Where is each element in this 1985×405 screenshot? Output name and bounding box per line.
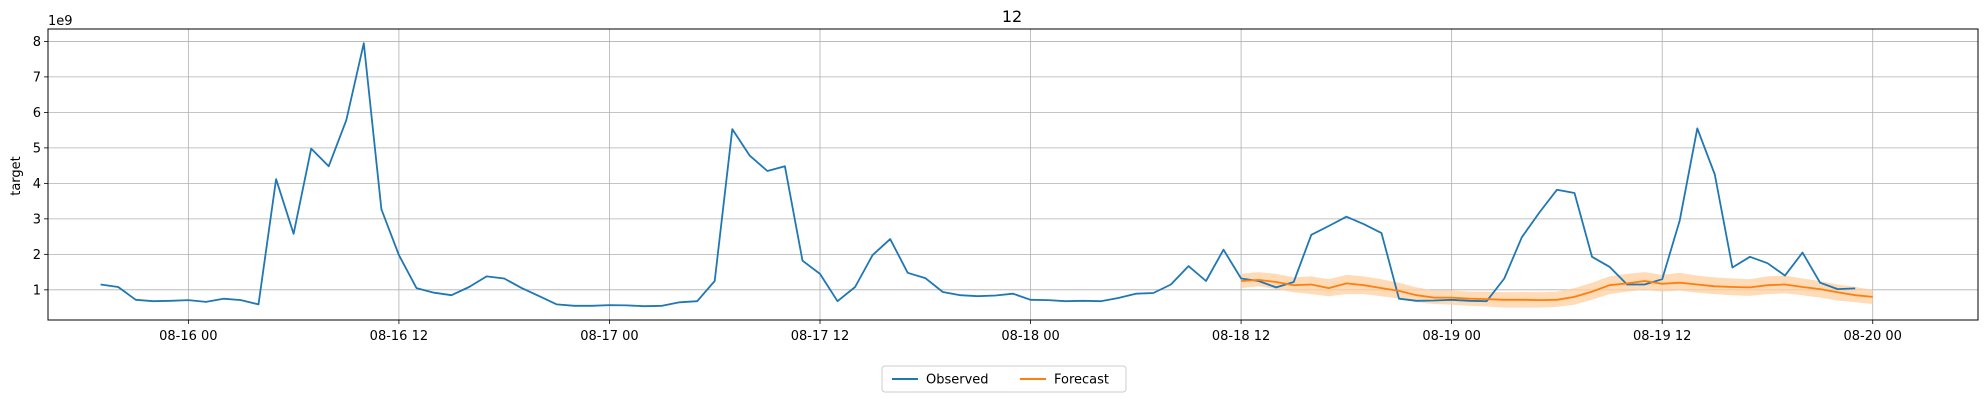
legend: Observed Forecast — [881, 365, 1127, 393]
forecast-interval-band — [1241, 272, 1873, 308]
x-tick-label: 08-19 12 — [1633, 329, 1691, 344]
y-axis-label: target — [9, 156, 24, 196]
y-tick-label: 6 — [33, 106, 41, 121]
x-tick-label: 08-18 00 — [1001, 329, 1059, 344]
forecast-band-layer — [1241, 272, 1873, 308]
y-tick-label: 2 — [33, 248, 41, 263]
y-tick-label: 1 — [33, 283, 41, 298]
legend-observed-label: Observed — [926, 373, 989, 388]
y-tick-label: 8 — [33, 35, 41, 50]
series-layer — [100, 42, 1873, 308]
x-tick-label: 08-18 12 — [1212, 329, 1270, 344]
x-tick-label: 08-17 00 — [580, 329, 638, 344]
y-tick-label: 3 — [33, 212, 41, 227]
plot-frame — [47, 28, 1979, 321]
legend-forecast-label: Forecast — [1054, 373, 1109, 388]
y-tick-label: 4 — [33, 177, 41, 192]
x-tick-label: 08-19 00 — [1422, 329, 1480, 344]
chart-title: 12 — [1002, 7, 1022, 26]
y-tick-label: 5 — [33, 141, 41, 156]
tick-layer: 08-16 00 08-16 12 08-17 00 08-17 12 08-18 00… — [33, 35, 1902, 344]
x-tick-label: 08-17 12 — [791, 329, 849, 344]
forecast-series-line — [1241, 278, 1873, 302]
observed-series-line — [100, 42, 1856, 308]
y-tick-label: 7 — [33, 70, 41, 85]
y-scale-label: 1e9 — [48, 14, 73, 29]
x-tick-label: 08-20 00 — [1844, 329, 1902, 344]
x-tick-label: 08-16 00 — [159, 329, 217, 344]
legend-frame — [881, 365, 1127, 393]
x-tick-label: 08-16 12 — [370, 329, 428, 344]
